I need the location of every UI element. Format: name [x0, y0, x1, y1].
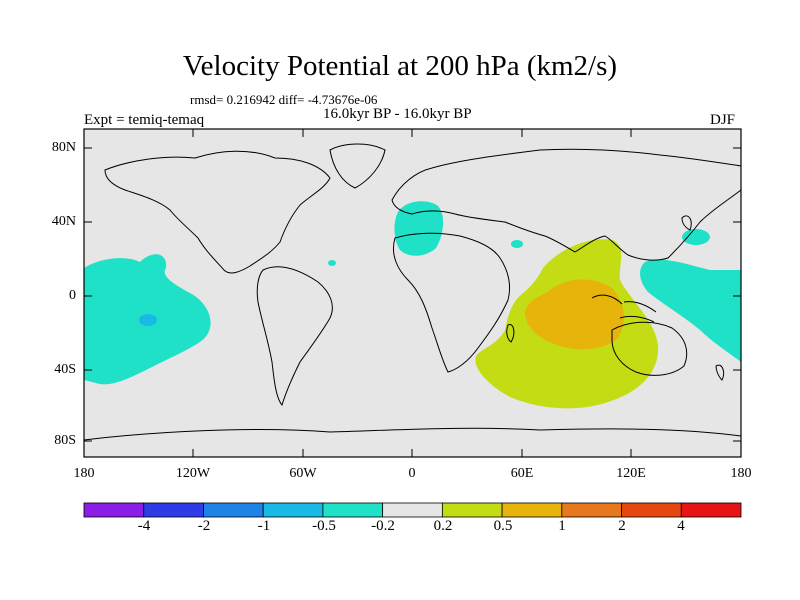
colorbar-box	[621, 502, 682, 518]
colorbar-box	[143, 502, 204, 518]
colorbar-label: 0.2	[433, 518, 453, 534]
period-text: 16.0kyr BP - 16.0kyr BP	[323, 106, 472, 122]
experiment-label: Expt = temiq-temaq	[84, 112, 205, 128]
colorbar-label: 2	[618, 518, 626, 534]
colorbar-label: -0.5	[312, 518, 336, 534]
colorbar-label: 4	[677, 518, 685, 534]
colorbar-box	[441, 502, 503, 518]
colorbar-box	[382, 502, 443, 518]
contour-fills	[84, 201, 741, 409]
stats-text: rmsd= 0.216942 diff= -4.73676e-06	[190, 92, 378, 107]
lon-label: 180	[730, 466, 752, 481]
lon-label: 180	[73, 466, 95, 481]
season-label: DJF	[710, 112, 736, 128]
plot-title: Velocity Potential at 200 hPa (km2/s)	[182, 50, 618, 82]
colorbar-label: 0.5	[493, 518, 513, 534]
colorbar-label: -2	[197, 518, 211, 534]
colorbar-label: -4	[137, 518, 151, 534]
colorbar-box	[83, 502, 145, 518]
colorbar	[83, 502, 742, 518]
lat-label: 40S	[54, 362, 76, 377]
lat-label: 0	[69, 288, 76, 303]
coastlines	[83, 143, 742, 441]
colorbar-label: -0.2	[371, 518, 395, 534]
map-background	[84, 129, 741, 457]
lon-label: 60E	[510, 466, 534, 481]
colorbar-label: 1	[558, 518, 566, 534]
lon-label: 60W	[289, 466, 317, 481]
lon-label: 120E	[616, 466, 646, 481]
colorbar-box	[322, 502, 384, 518]
lat-label: 80S	[54, 433, 76, 448]
colorbar-box	[262, 502, 324, 518]
colorbar-box	[501, 502, 563, 518]
colorbar-box	[561, 502, 622, 518]
axis-ticks	[83, 129, 742, 457]
colorbar-label: -1	[257, 518, 271, 534]
lon-label: 0	[408, 466, 416, 481]
lon-label: 120W	[175, 466, 211, 481]
lat-label: 80N	[51, 140, 76, 155]
colorbar-box	[203, 502, 264, 518]
lat-label: 40N	[51, 214, 76, 229]
colorbar-box	[680, 502, 742, 518]
